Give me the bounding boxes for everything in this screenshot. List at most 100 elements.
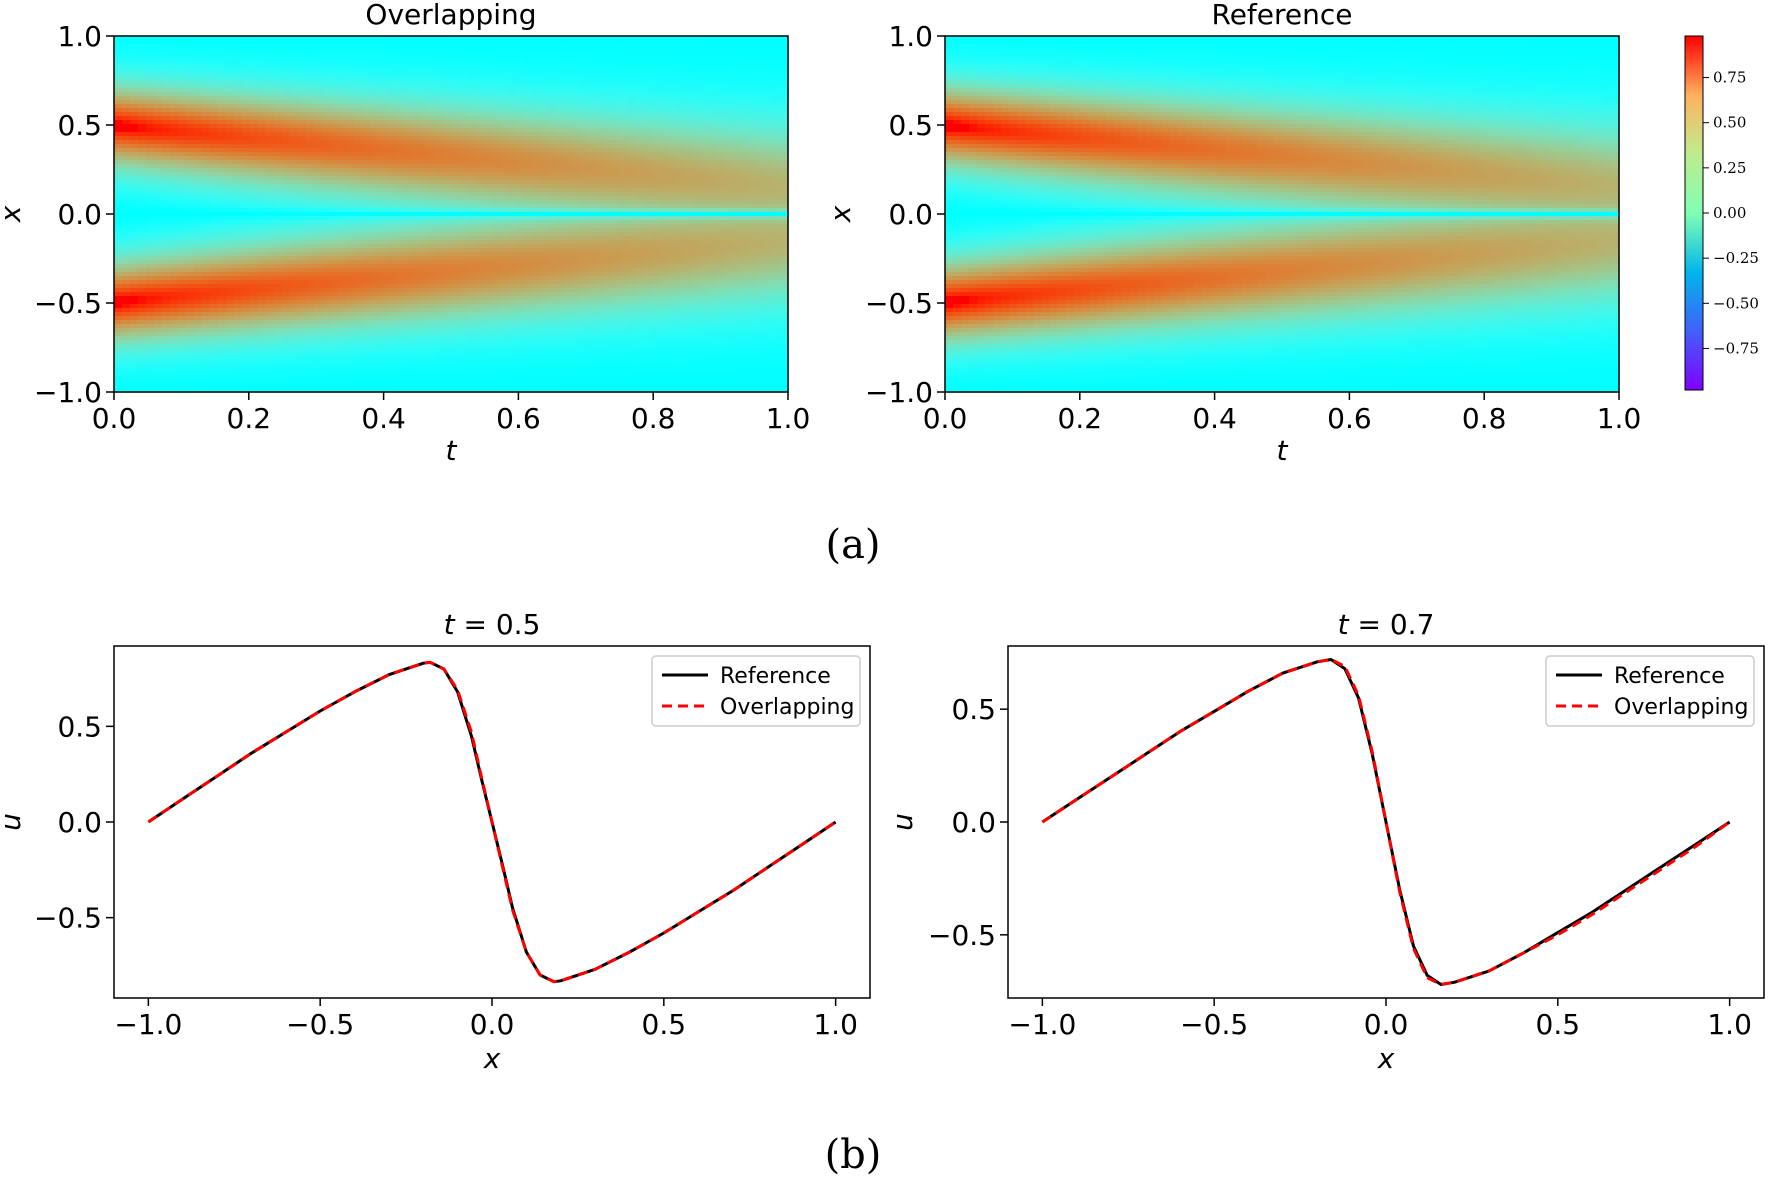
- heatmap-cell: [202, 132, 211, 137]
- heatmap-cell: [338, 368, 348, 373]
- heatmap-cell: [162, 152, 171, 157]
- heatmap-cell: [467, 80, 476, 85]
- heatmap-cell: [290, 112, 300, 117]
- heatmap-cell: [234, 40, 243, 45]
- heatmap-cell: [442, 84, 452, 89]
- heatmap-cell: [483, 224, 492, 229]
- heatmap-cell: [467, 276, 476, 281]
- heatmap-cell: [178, 204, 187, 209]
- heatmap-cell: [154, 172, 163, 177]
- heatmap-cell: [410, 228, 420, 233]
- heatmap-cell: [314, 56, 324, 61]
- heatmap-cell: [154, 256, 163, 261]
- heatmap-cell: [410, 316, 420, 321]
- heatmap-cell: [210, 220, 219, 225]
- heatmap-cell: [442, 120, 452, 125]
- heatmap-cell: [507, 140, 516, 145]
- heatmap-cell: [202, 212, 211, 217]
- heatmap-cell: [170, 388, 179, 393]
- heatmap-cell: [491, 132, 500, 137]
- heatmap-cell: [563, 68, 572, 73]
- heatmap-cell: [186, 212, 195, 217]
- heatmap-cell: [418, 376, 428, 381]
- heatmap-cell: [523, 188, 532, 193]
- heatmap-cell: [354, 72, 364, 77]
- heatmap-cell: [130, 180, 139, 185]
- heatmap-cell: [547, 140, 556, 145]
- heatmap-cell: [402, 112, 412, 117]
- heatmap-cell: [378, 84, 388, 89]
- heatmap-cell: [322, 152, 332, 157]
- heatmap-cell: [218, 284, 227, 289]
- heatmap-cell: [418, 192, 428, 197]
- heatmap-cell: [138, 204, 147, 209]
- heatmap-cell: [434, 256, 444, 261]
- heatmap-cell: [354, 180, 364, 185]
- heatmap-cell: [234, 84, 243, 89]
- heatmap-cell: [194, 300, 203, 305]
- heatmap-cell: [547, 228, 556, 233]
- heatmap-cell: [266, 116, 276, 121]
- heatmap-cell: [410, 340, 420, 345]
- heatmap-cell: [418, 88, 428, 93]
- heatmap-cell: [362, 120, 372, 125]
- heatmap-cell: [442, 228, 452, 233]
- heatmap-cell: [338, 288, 348, 293]
- heatmap-cell: [170, 384, 179, 389]
- heatmap-cell: [210, 260, 219, 265]
- heatmap-cell: [202, 56, 211, 61]
- heatmap-cell: [330, 200, 340, 205]
- heatmap-cell: [451, 220, 460, 225]
- heatmap-cell: [258, 376, 268, 381]
- heatmap-cell: [499, 380, 508, 385]
- heatmap-cell: [154, 244, 163, 249]
- heatmap-cell: [146, 280, 155, 285]
- heatmap-cell: [451, 120, 460, 125]
- heatmap-cell: [523, 380, 532, 385]
- heatmap-cell: [410, 208, 420, 213]
- heatmap-cell: [499, 276, 508, 281]
- heatmap-cell: [459, 56, 468, 61]
- heatmap-cell: [122, 272, 131, 277]
- heatmap-cell: [122, 116, 131, 121]
- heatmap-cell: [499, 340, 508, 345]
- heatmap-cell: [314, 264, 324, 269]
- heatmap-cell: [330, 304, 340, 309]
- heatmap-cell: [515, 60, 524, 65]
- heatmap-cell: [547, 148, 556, 153]
- heatmap-cell: [531, 212, 540, 217]
- heatmap-cell: [491, 248, 500, 253]
- heatmap-cell: [547, 376, 556, 381]
- heatmap-cell: [394, 256, 404, 261]
- heatmap-cell: [234, 368, 243, 373]
- heatmap-cell: [130, 364, 139, 369]
- heatmap-cell: [194, 180, 203, 185]
- heatmap-cell: [290, 292, 300, 297]
- heatmap-cell: [378, 224, 388, 229]
- heatmap-cell: [539, 136, 548, 141]
- heatmap-cell: [370, 132, 380, 137]
- heatmap-cell: [130, 204, 139, 209]
- heatmap-cell: [138, 236, 147, 241]
- heatmap-cell: [378, 268, 388, 273]
- heatmap-cell: [418, 180, 428, 185]
- heatmap-cell: [547, 272, 556, 277]
- heatmap-cell: [354, 112, 364, 117]
- heatmap-cell: [507, 76, 516, 81]
- heatmap-cell: [138, 276, 147, 281]
- heatmap-cell: [418, 96, 428, 101]
- heatmap-cell: [499, 352, 508, 357]
- heatmap-cell: [483, 228, 492, 233]
- heatmap-cell: [162, 76, 171, 81]
- heatmap-cell: [162, 340, 171, 345]
- heatmap-cell: [467, 236, 476, 241]
- heatmap-cell: [138, 340, 147, 345]
- heatmap-cell: [539, 340, 548, 345]
- heatmap-cell: [434, 336, 444, 341]
- heatmap-cell: [210, 352, 219, 357]
- heatmap-cell: [114, 60, 123, 65]
- heatmap-cell: [154, 196, 163, 201]
- heatmap-cell: [266, 304, 276, 309]
- heatmap-cell: [467, 60, 476, 65]
- heatmap-cell: [234, 356, 243, 361]
